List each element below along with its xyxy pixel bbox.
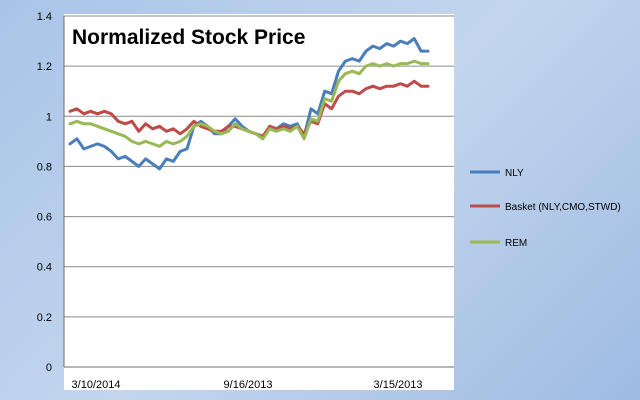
- series-line-0: [68, 37, 430, 171]
- y-tick-label: 0: [46, 362, 52, 374]
- x-tick-label: 3/15/2013: [374, 379, 423, 391]
- plot-area: [64, 14, 454, 390]
- x-tick-label: 3/10/2014: [72, 379, 121, 391]
- axis-layer: 0 0.2 0.4 0.6 0.8 1 1.2 1.4 3/10/2014 9/16/2013 3/…: [37, 11, 454, 391]
- x-tick-label: 9/16/2013: [224, 379, 273, 391]
- grid-layer: [64, 15, 454, 318]
- y-tick-label: 0.4: [37, 262, 52, 274]
- y-tick-label: 1: [46, 111, 52, 123]
- y-tick-label: 1.4: [37, 11, 52, 23]
- chart-title: Normalized Stock Price: [72, 26, 305, 49]
- legend-label: REM: [505, 238, 527, 249]
- legend: NLY Basket (NLY,CMO,STWD) REM: [470, 168, 621, 249]
- legend-label: NLY: [505, 168, 524, 179]
- series-layer: [68, 37, 430, 171]
- legend-label: Basket (NLY,CMO,STWD): [505, 202, 621, 213]
- y-tick-label: 1.2: [37, 61, 52, 73]
- y-tick-label: 0.6: [37, 212, 52, 224]
- series-line-1: [68, 79, 430, 138]
- y-tick-label: 0.8: [37, 161, 52, 173]
- series-line-2: [68, 59, 430, 148]
- y-tick-label: 0.2: [37, 312, 52, 324]
